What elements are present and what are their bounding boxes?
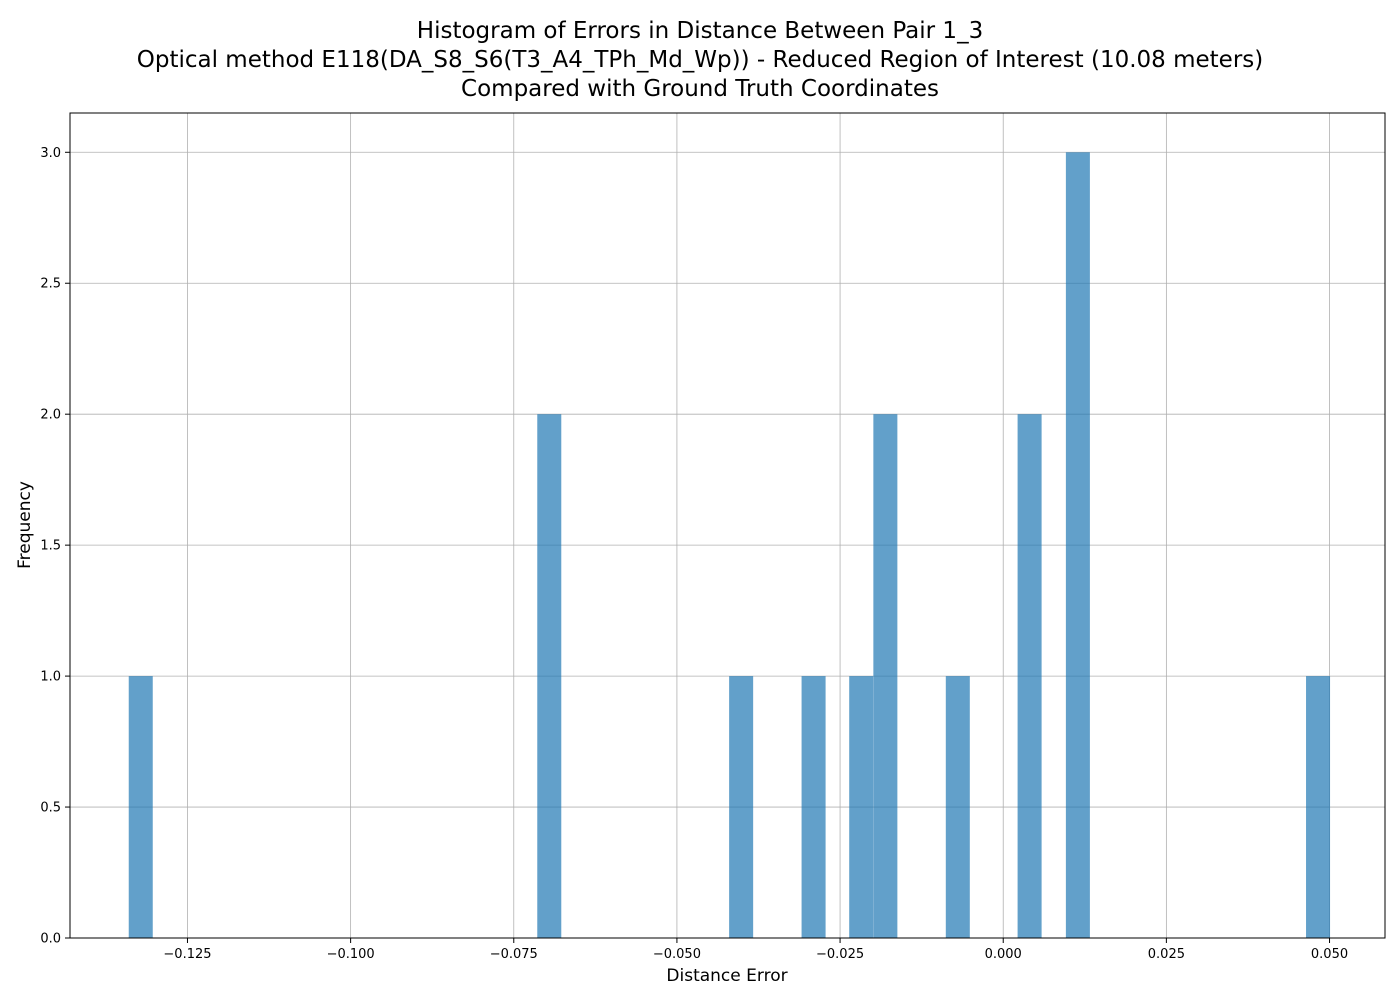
histogram-bar	[801, 676, 826, 938]
x-tick-label: −0.125	[163, 947, 211, 962]
x-tick-label: 0.050	[1311, 947, 1348, 962]
y-tick-label: 2.5	[40, 277, 61, 292]
plot-area-frame	[69, 112, 1386, 939]
y-tick-label: 1.5	[40, 539, 61, 554]
y-axis-ticks: 0.0 0.5 1.0 1.5 2.0 2.5 3.0	[40, 146, 70, 947]
histogram-bars	[128, 152, 1331, 939]
y-tick-label: 1.0	[40, 670, 61, 685]
x-tick-label: −0.025	[816, 947, 864, 962]
y-tick-label: 0.0	[40, 932, 61, 947]
chart-title-line: Compared with Ground Truth Coordinates	[461, 76, 939, 102]
chart-title-line: Optical method E118(DA_S8_S6(T3_A4_TPh_M…	[137, 47, 1263, 73]
histogram-bar	[1017, 414, 1042, 938]
x-tick-label: −0.050	[653, 947, 701, 962]
histogram-bar	[873, 414, 898, 938]
histogram-bar	[1065, 152, 1090, 939]
x-axis-label: Distance Error	[666, 966, 787, 986]
histogram-bar	[849, 676, 874, 938]
y-tick-label: 0.5	[40, 801, 61, 816]
chart-title-line: Histogram of Errors in Distance Between …	[417, 18, 983, 44]
grid-lines	[70, 113, 1385, 939]
chart-title: Histogram of Errors in Distance Between …	[137, 18, 1263, 102]
histogram-bar	[128, 676, 153, 938]
histogram-bar	[945, 676, 970, 938]
histogram-bar	[729, 676, 754, 938]
y-tick-label: 2.0	[40, 408, 61, 423]
histogram-bar	[1306, 676, 1331, 938]
histogram-bar	[537, 414, 562, 938]
y-axis-label: Frequency	[15, 481, 35, 569]
x-tick-label: −0.075	[490, 947, 538, 962]
x-axis-ticks: −0.125 −0.100 −0.075 −0.050 −0.025 0.000 0.025…	[163, 938, 1348, 962]
y-tick-label: 3.0	[40, 146, 61, 161]
x-tick-label: 0.000	[985, 947, 1022, 962]
x-tick-label: −0.100	[327, 947, 375, 962]
x-tick-label: 0.025	[1148, 947, 1185, 962]
